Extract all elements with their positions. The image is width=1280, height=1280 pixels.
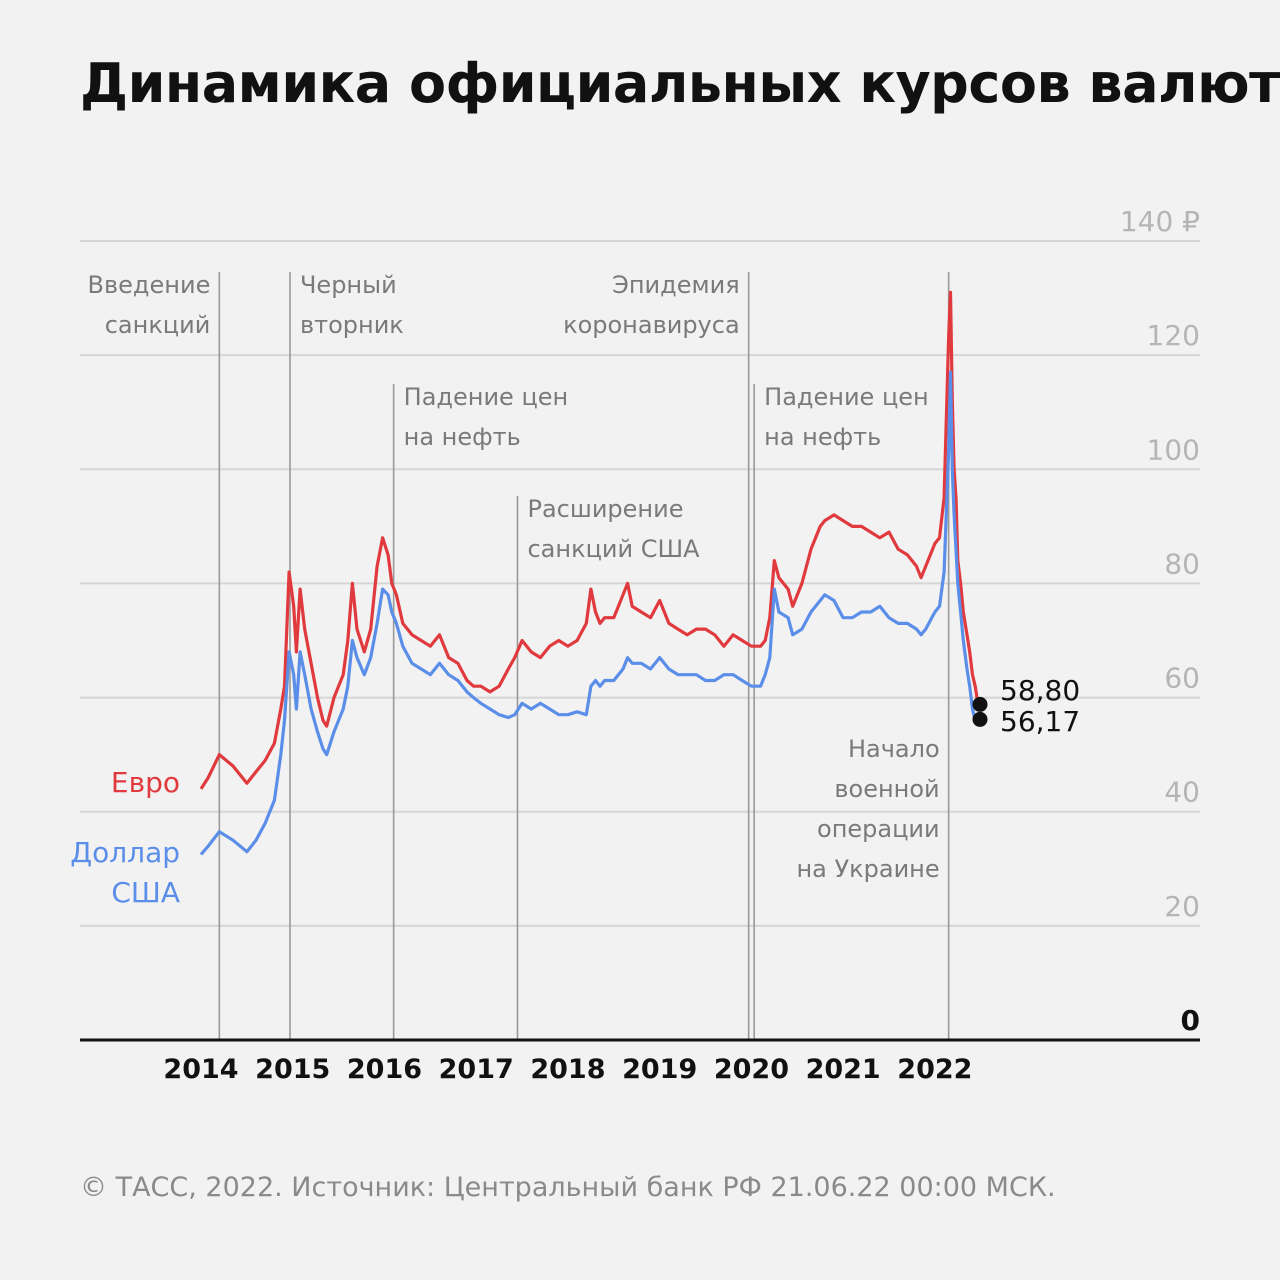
x-tick-label-2016: 2016: [347, 1054, 422, 1085]
end-dot-0: [972, 696, 988, 712]
event-label-6-1: военной: [834, 775, 939, 803]
event-label-2-0: Падение цен: [404, 383, 569, 411]
series-line-euro: [199, 290, 980, 790]
x-tick-label-2017: 2017: [439, 1054, 514, 1085]
y-tick-label-80: 80: [1164, 547, 1200, 580]
x-tick-label-2020: 2020: [714, 1054, 789, 1085]
source-footer: © ТАСС, 2022. Источник: Центральный банк…: [80, 1172, 1056, 1203]
x-tick-label-2019: 2019: [622, 1054, 697, 1085]
y-tick-label-20: 20: [1164, 890, 1200, 923]
event-label-4-1: коронавируса: [563, 311, 740, 339]
end-value-1: 56,17: [1000, 705, 1080, 738]
end-dot-1: [972, 711, 988, 727]
y-tick-label-0: 0: [1181, 1004, 1200, 1037]
event-label-5-0: Падение цен: [764, 383, 929, 411]
x-tick-label-2018: 2018: [530, 1054, 605, 1085]
grid-lines: [80, 240, 1200, 927]
series-labels: Евро Доллар США: [70, 766, 180, 909]
x-axis-ticks: 2014 2015 2016 2017 2018 2019 2020 2021 2022: [163, 1054, 972, 1085]
x-tick-label-2022: 2022: [897, 1054, 972, 1085]
event-label-6-2: операции: [817, 815, 940, 843]
event-label-1-0: Черный: [300, 271, 397, 299]
event-label-6-0: Начало: [848, 735, 940, 763]
event-label-4-0: Эпидемия: [612, 271, 740, 299]
event-label-0-0: Введение: [88, 271, 211, 299]
series-label-0-0: Евро: [111, 766, 180, 799]
series-label-1-1: США: [111, 876, 180, 909]
y-tick-label-120: 120: [1147, 319, 1200, 352]
end-value-0: 58,80: [1000, 674, 1080, 707]
event-label-6-3: на Украине: [796, 855, 939, 883]
x-tick-label-2021: 2021: [806, 1054, 881, 1085]
event-label-3-1: санкций США: [527, 535, 700, 563]
y-tick-label-40: 40: [1164, 776, 1200, 809]
event-label-2-1: на нефть: [404, 423, 521, 451]
x-tick-label-2015: 2015: [255, 1054, 330, 1085]
event-label-1-1: вторник: [300, 311, 404, 339]
event-label-0-1: санкций: [105, 311, 211, 339]
y-tick-label-140: 140 ₽: [1120, 205, 1200, 238]
event-label-5-1: на нефть: [764, 423, 881, 451]
chart-title: Динамика официальных курсов валют: [80, 52, 1280, 115]
event-annotations: Введение санкций Черный вторник Падение цен н…: [88, 271, 950, 1040]
y-tick-label-100: 100: [1147, 433, 1200, 466]
series-lines: [199, 290, 980, 856]
series-label-1-0: Доллар: [70, 836, 180, 869]
x-tick-label-2014: 2014: [163, 1054, 238, 1085]
series-line-usd: [199, 370, 979, 856]
event-label-3-0: Расширение: [527, 495, 683, 523]
y-tick-label-60: 60: [1164, 662, 1200, 695]
y-axis-ticks: 140 ₽ 120 100 80 60 40 20 0: [1120, 205, 1200, 1037]
